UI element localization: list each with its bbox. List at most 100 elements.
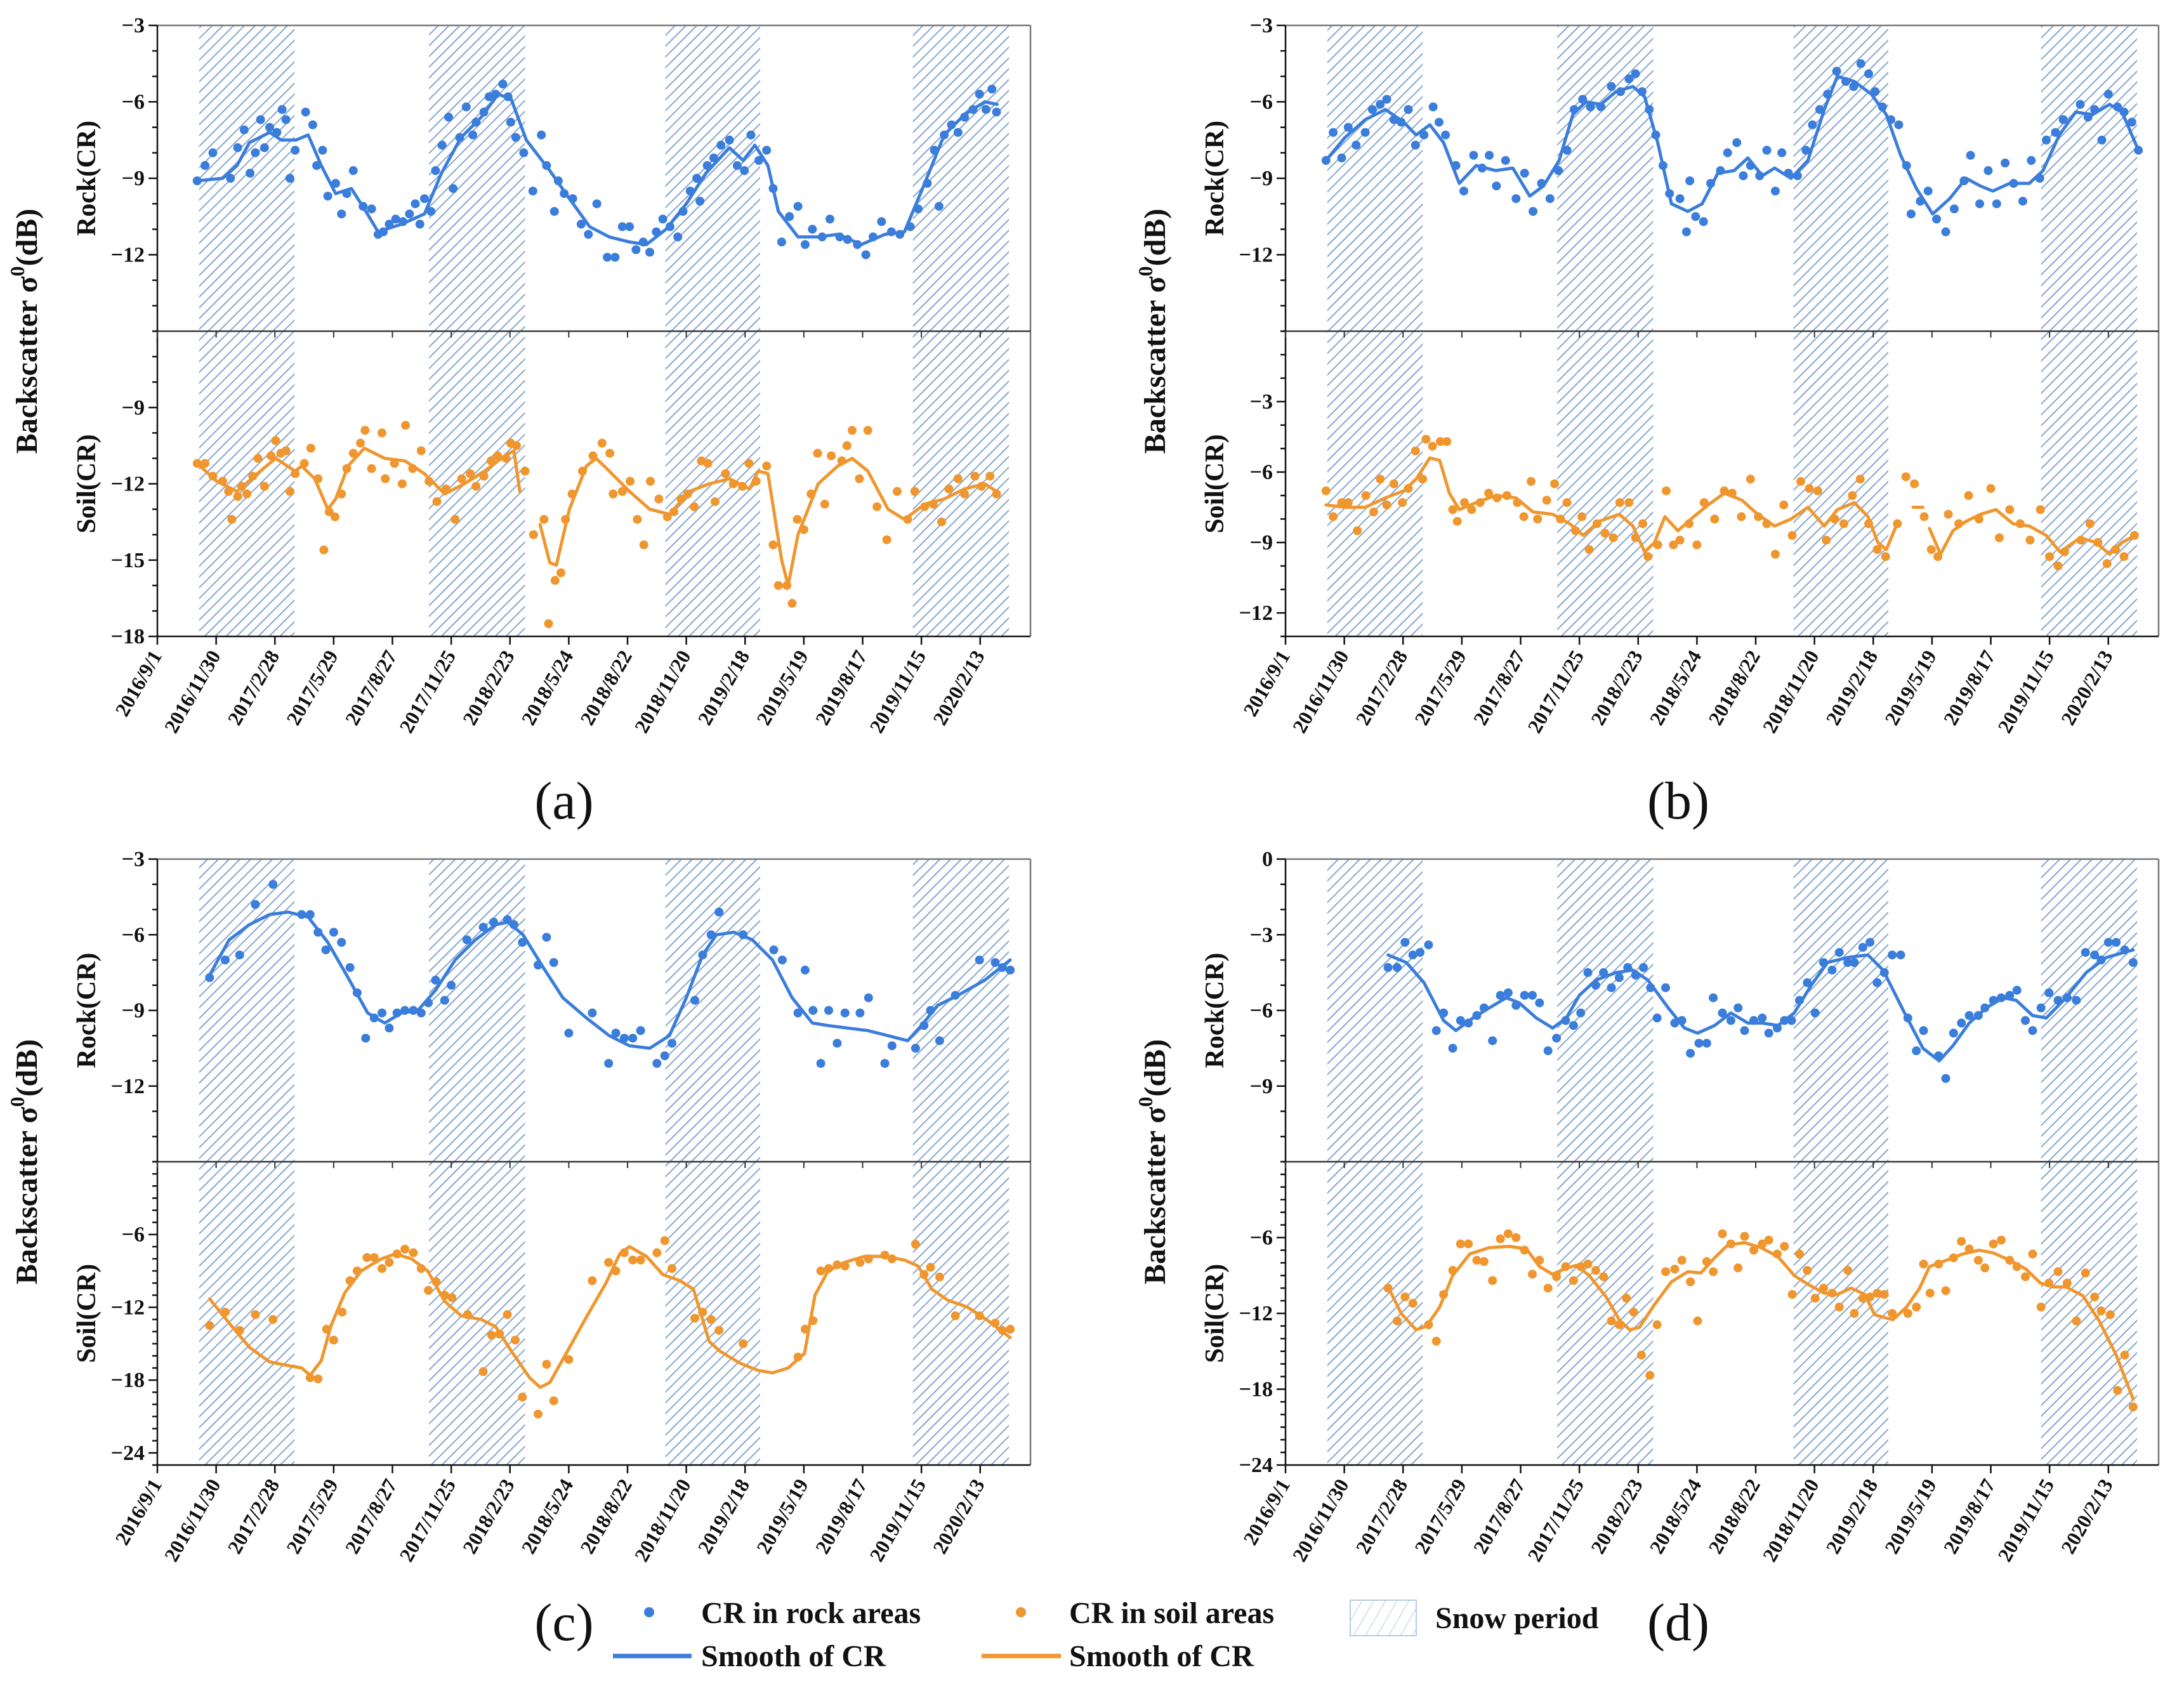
rock-cr-point xyxy=(1343,122,1353,132)
snow-period-band xyxy=(199,859,295,1162)
soil-cr-point xyxy=(2012,1262,2022,1272)
soil-cr-point xyxy=(1550,479,1559,489)
soil-cr-point xyxy=(242,489,251,499)
rock-cr-point xyxy=(911,1044,920,1053)
y-tick-label: −12 xyxy=(111,1075,145,1098)
snow-period-band xyxy=(429,859,525,1162)
panel-label: (b) xyxy=(1647,772,1709,831)
soil-cr-point xyxy=(512,441,521,450)
rock-cr-point xyxy=(636,1026,645,1035)
y-tick-label: −12 xyxy=(111,1296,145,1319)
y-tick-label: −15 xyxy=(111,549,145,572)
y-tick-label: −9 xyxy=(122,396,145,419)
soil-cr-point xyxy=(1584,545,1594,555)
snow-period-band xyxy=(1557,1162,1654,1465)
soil-cr-point xyxy=(561,515,570,524)
rock-cr-point xyxy=(1923,187,1933,196)
y-axis-title-unit: (dB) xyxy=(1138,1039,1172,1097)
rock-cr-point xyxy=(1520,990,1529,1000)
rock-cr-point xyxy=(1382,95,1391,104)
soil-cr-point xyxy=(1677,1256,1687,1265)
soil-cr-point xyxy=(1773,1249,1782,1259)
x-tick-label: 2016/11/30 xyxy=(1288,647,1353,737)
rock-axis-label: Rock(CR) xyxy=(72,953,102,1068)
rock-cr-point xyxy=(345,963,355,972)
x-tick-label: 2019/11/15 xyxy=(865,647,930,737)
soil-cr-point xyxy=(1513,498,1522,508)
rock-cr-point xyxy=(400,1006,410,1015)
x-tick-label: 2018/2/23 xyxy=(1586,647,1647,729)
rock-cr-point xyxy=(1670,1018,1680,1028)
rock-cr-point xyxy=(359,202,368,211)
x-tick-label: 2017/8/27 xyxy=(1468,1475,1529,1558)
y-tick-label: −18 xyxy=(111,1369,145,1392)
rock-cr-point xyxy=(398,217,407,227)
rock-cr-point xyxy=(877,217,886,227)
rock-cr-point xyxy=(233,143,242,152)
soil-cr-point xyxy=(367,464,376,473)
rock-cr-point xyxy=(1501,155,1510,165)
x-tick-label: 2018/2/23 xyxy=(1586,1475,1647,1558)
x-tick-label: 2018/8/22 xyxy=(1704,1475,1765,1558)
rock-cr-point xyxy=(1894,120,1904,129)
x-tick-label: 2018/5/24 xyxy=(1645,647,1706,729)
x-tick-label: 2019/2/18 xyxy=(693,647,754,729)
soil-cr-point xyxy=(1910,479,1919,489)
rock-cr-point xyxy=(1623,963,1633,972)
soil-cr-point xyxy=(1484,489,1494,498)
y-axis-title-sup: 0 xyxy=(1134,266,1157,276)
rock-cr-point xyxy=(1932,214,1942,224)
soil-cr-point xyxy=(1839,519,1848,529)
soil-cr-point xyxy=(501,454,511,463)
soil-cr-point xyxy=(2060,547,2069,556)
rock-cr-point xyxy=(1992,199,2001,209)
soil-cr-point xyxy=(1552,1272,1562,1282)
soil-cr-point xyxy=(2028,1249,2037,1259)
y-axis-title-unit: (dB) xyxy=(10,209,44,266)
rock-cr-point xyxy=(1762,145,1772,155)
rock-cr-point xyxy=(2051,128,2060,137)
rock-cr-point xyxy=(2119,107,2129,117)
soil-cr-point xyxy=(1827,1289,1837,1298)
legend-soil-point-marker xyxy=(1016,1607,1026,1617)
soil-cr-point xyxy=(1576,1262,1586,1272)
soil-cr-point xyxy=(1343,498,1353,508)
soil-cr-point xyxy=(1614,1320,1624,1329)
soil-cr-point xyxy=(2053,1267,2063,1277)
rock-cr-point xyxy=(506,117,515,127)
soil-axis-label: Soil(CR) xyxy=(1201,1264,1230,1363)
rock-cr-point xyxy=(895,230,905,239)
rock-cr-point xyxy=(1878,102,1887,112)
x-tick-label: 2018/11/20 xyxy=(630,647,695,737)
soil-cr-point xyxy=(1569,1276,1578,1285)
soil-cr-point xyxy=(1864,519,1873,529)
soil-cr-point xyxy=(1893,519,1902,529)
soil-cr-point xyxy=(192,459,202,468)
soil-cr-point xyxy=(1661,1267,1670,1277)
rock-cr-point xyxy=(808,225,817,234)
soil-cr-point xyxy=(2072,1316,2081,1325)
rock-cr-point xyxy=(518,938,527,947)
soil-cr-point xyxy=(1442,437,1452,446)
x-tick-label: 2019/11/15 xyxy=(1993,647,2058,737)
soil-cr-point xyxy=(646,476,655,486)
soil-cr-point xyxy=(345,1276,355,1285)
rock-cr-point xyxy=(2018,197,2027,206)
soil-cr-point xyxy=(654,494,664,504)
soil-cr-point xyxy=(1321,486,1331,496)
rock-cr-point xyxy=(592,199,602,209)
soil-cr-point xyxy=(813,449,822,458)
rock-cr-point xyxy=(1749,1016,1758,1025)
rock-cr-point xyxy=(1464,1018,1473,1028)
rock-cr-point xyxy=(1639,963,1648,972)
soil-cr-point xyxy=(1964,491,1973,500)
rock-subplot: −3 −6 −9 −12 Rock(CR) xyxy=(1201,14,2143,332)
soil-cr-point xyxy=(605,449,615,458)
rock-cr-point xyxy=(1337,153,1346,162)
rock-cr-point xyxy=(1658,161,1668,170)
rock-cr-point xyxy=(1624,74,1634,84)
soil-cr-point xyxy=(824,1264,833,1273)
x-tick-label: 2019/8/17 xyxy=(1938,1475,1999,1558)
x-tick-label: 2020/2/13 xyxy=(2056,1475,2117,1558)
soil-cr-point xyxy=(2120,1350,2129,1360)
